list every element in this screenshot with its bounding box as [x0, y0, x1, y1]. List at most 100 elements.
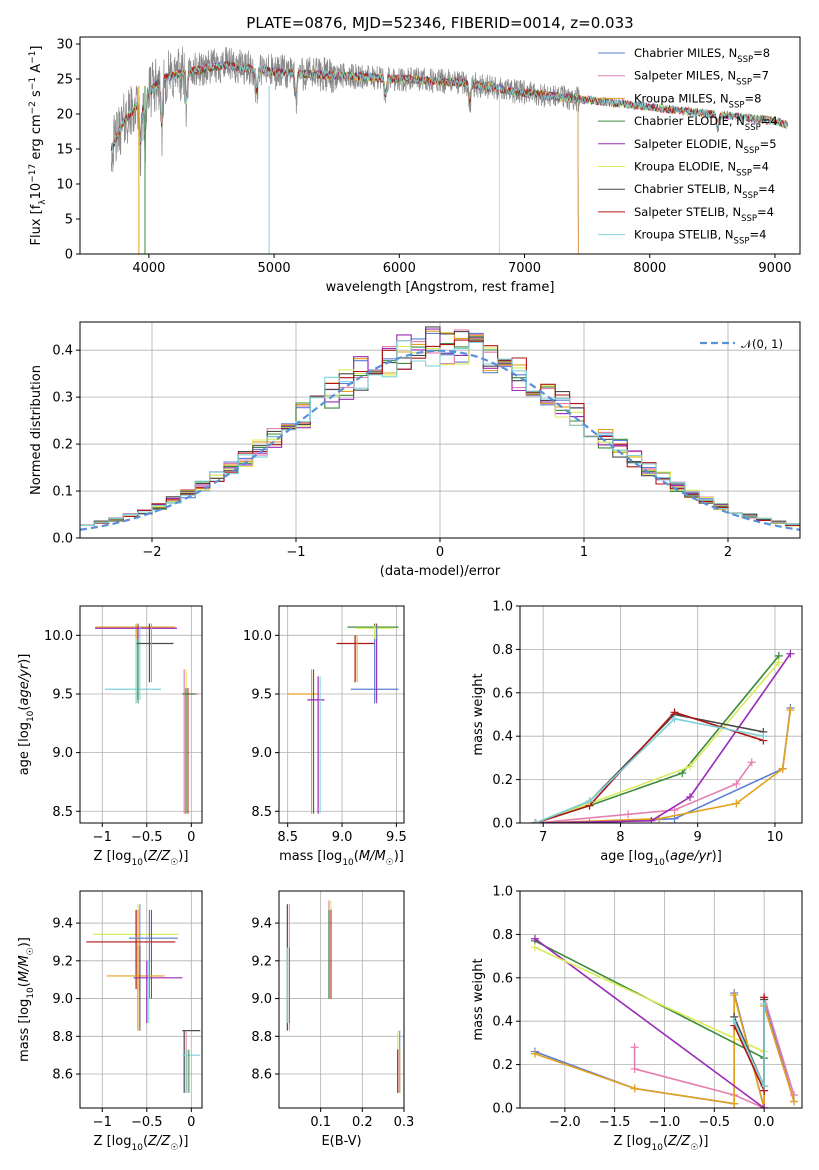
plot-area	[110, 46, 788, 254]
figure-title: PLATE=0876, MJD=52346, FIBERID=0014, z=0…	[246, 14, 633, 32]
legend-entry: Salpeter ELODIE, NSSP=5	[634, 137, 777, 156]
errorbar-point	[336, 635, 375, 683]
y-tick-label: 0.2	[492, 1058, 513, 1073]
errorbar-point	[133, 960, 183, 1024]
data-point-marker	[778, 764, 787, 773]
errorbar-point	[328, 909, 332, 999]
plot-area	[286, 900, 401, 1093]
age-vs-metallicity-plot: −1 −0.5 0 8.5 9.0 9.5 10.0 Z [log10(Z/Z☉)] age […	[17, 605, 203, 868]
y-axis-label: age [log10(age/yr)]	[17, 654, 36, 776]
data-point-marker	[759, 732, 768, 741]
x-tick-label: 6000	[383, 261, 416, 276]
series-line	[535, 653, 792, 823]
y-tick-label: 9.0	[251, 992, 272, 1007]
axes-frame	[79, 890, 203, 1109]
y-tick-label: 0.3	[52, 391, 73, 406]
y-tick-label: 5	[65, 213, 73, 228]
axes-frame	[79, 321, 801, 539]
legend-entry: Kroupa ELODIE, NSSP=4	[634, 160, 769, 179]
legend-entry: Salpeter MILES, NSSP=7	[634, 69, 769, 88]
legend-entry: 𝒩(0, 1)	[741, 337, 783, 351]
mass-weight-vs-age-plot: 7 8 9 10 0.0 0.2 0.4 0.6 0.8 1.0 age [log10(age/yr…	[471, 600, 803, 868]
x-tick-label: 9000	[758, 261, 791, 276]
data-point-marker	[730, 1017, 739, 1026]
axes-frame	[278, 890, 405, 1109]
y-tick-label: 10.0	[44, 629, 73, 644]
normal-distribution-curve	[80, 349, 800, 531]
data-point-marker	[530, 934, 539, 943]
x-tick-label: 0.1	[310, 1115, 331, 1130]
y-axis-label: mass weight	[471, 958, 486, 1040]
y-tick-label: 0.2	[492, 773, 513, 788]
y-tick-label: 9.5	[251, 687, 272, 702]
x-tick-label: 7000	[508, 261, 541, 276]
series-kroupa-stelib	[730, 999, 769, 1091]
mass-weight-vs-metallicity-plot: −2.0 −1.5 −1.0 −0.5 0.0 0.0 0.2 0.4 0.6 0.8 1.0 Z […	[471, 885, 803, 1153]
series-salpeter-miles	[531, 758, 756, 823]
x-tick-label: 0	[436, 545, 444, 560]
y-tick-label: 0.4	[52, 344, 73, 359]
plot-area	[531, 649, 795, 823]
histogram-kroupa-stelib	[80, 340, 800, 526]
plot-area	[95, 623, 199, 814]
y-tick-label: 0	[65, 248, 73, 263]
data-point-marker	[630, 1084, 639, 1093]
y-tick-label: 0.8	[492, 928, 513, 943]
x-tick-label: 1	[580, 545, 588, 560]
data-point-marker	[760, 1104, 769, 1108]
y-axis-label: Normed distribution	[29, 365, 44, 495]
y-axis-label: Flux [fλ10−17 erg cm−2 s−1 A−1]	[28, 46, 48, 246]
histogram-salpeter-stelib	[80, 339, 800, 527]
errorbar-point	[182, 1030, 201, 1093]
data-point-marker	[630, 1043, 639, 1052]
plot-area	[80, 326, 800, 531]
x-tick-label: 0	[187, 1115, 195, 1130]
y-tick-label: 9.2	[251, 954, 272, 969]
x-tick-label: −1	[286, 545, 305, 560]
y-tick-label: 15	[56, 143, 73, 158]
spectrum-legend: Chabrier MILES, NSSP=8 Salpeter MILES, NS…	[598, 46, 778, 247]
x-tick-label: −1.5	[599, 1115, 631, 1130]
errorbar-point	[397, 1049, 401, 1093]
spectrum-plot: 4000 5000 6000 7000 8000 9000 0 5 10 15 20 25 30 wave…	[28, 36, 801, 295]
data-point-marker	[786, 706, 795, 715]
y-tick-label: 9.0	[52, 746, 73, 761]
y-tick-label: 9.5	[52, 687, 73, 702]
y-tick-label: 8.5	[52, 805, 73, 820]
errorbar-point	[136, 623, 174, 683]
y-tick-label: 0.0	[52, 532, 73, 547]
x-axis-label: E(B-V)	[321, 1134, 361, 1149]
residual-histogram-plot: −2 −1 0 1 2 0.0 0.1 0.2 0.3 0.4 (data-model)/error…	[29, 321, 801, 579]
y-tick-label: 20	[56, 108, 73, 123]
data-point-marker	[685, 762, 694, 771]
y-tick-label: 25	[56, 73, 73, 88]
x-axis-label: (data-model)/error	[380, 564, 501, 579]
y-tick-label: 0.2	[52, 438, 73, 453]
x-tick-label: 0.3	[394, 1115, 415, 1130]
x-tick-label: 9	[694, 830, 702, 845]
x-tick-label: 8.5	[277, 830, 298, 845]
x-tick-label: 4000	[132, 261, 165, 276]
y-tick-label: 0.8	[492, 643, 513, 658]
x-tick-label: −0.5	[699, 1115, 731, 1130]
series-chabrier-elodie	[531, 651, 783, 823]
x-tick-label: −2.0	[549, 1115, 581, 1130]
legend-entry: Chabrier STELIB, NSSP=4	[634, 182, 775, 201]
y-tick-label: 1.0	[492, 885, 513, 900]
plot-area	[86, 904, 201, 1093]
y-tick-label: 9.2	[52, 954, 73, 969]
data-point-marker	[531, 819, 540, 823]
data-point-marker	[732, 799, 741, 808]
errorbar-point	[182, 688, 196, 814]
x-tick-label: −2	[142, 545, 161, 560]
x-tick-label: 9.5	[386, 830, 407, 845]
errorbar-point	[350, 638, 399, 704]
y-tick-label: 9.0	[52, 992, 73, 1007]
x-axis-label: Z [log10(Z/Z☉)]	[94, 1134, 189, 1153]
x-tick-label: −1	[93, 1115, 112, 1130]
mass-vs-metallicity-plot: −1 −0.5 0 8.6 8.8 9.0 9.2 9.4 Z [log10(Z/Z☉)] mas…	[17, 890, 203, 1153]
data-point-marker	[730, 991, 739, 1000]
y-tick-label: 1.0	[492, 600, 513, 615]
data-point-marker	[747, 758, 756, 767]
data-point-marker	[730, 1099, 739, 1108]
